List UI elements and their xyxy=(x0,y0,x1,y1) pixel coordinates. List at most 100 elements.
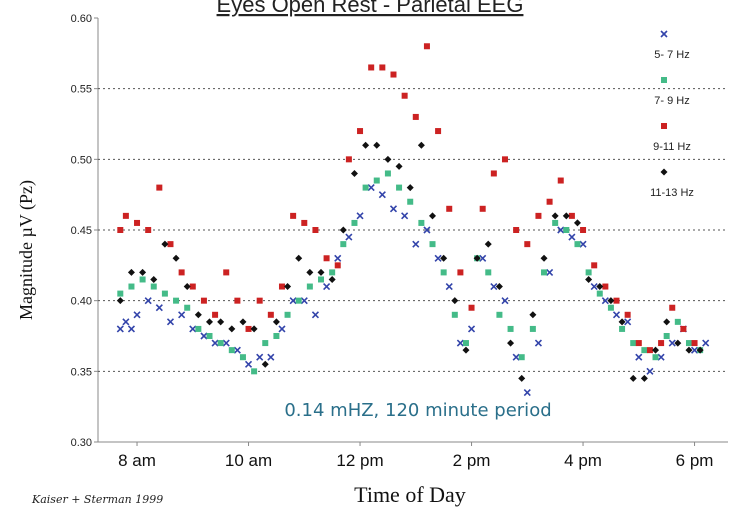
data-point xyxy=(122,212,129,219)
x-tick-label: 4 pm xyxy=(564,451,602,470)
period-annotation: 0.14 mHZ, 120 minute period xyxy=(284,400,551,421)
data-point xyxy=(612,311,621,319)
data-point xyxy=(150,283,157,290)
data-point xyxy=(133,311,141,319)
x-axis-ticks: 8 am 10 am 12 pm 2 pm 4 pm 6 pm xyxy=(118,442,713,470)
data-point xyxy=(440,254,448,262)
data-point xyxy=(178,311,186,319)
legend-label: 9-11 Hz xyxy=(653,141,691,153)
legend-label: 7- 9 Hz xyxy=(654,95,689,107)
data-point xyxy=(379,64,386,71)
data-point xyxy=(184,304,191,311)
data-point xyxy=(278,283,285,290)
data-point xyxy=(362,141,370,149)
data-point xyxy=(417,141,425,149)
data-point xyxy=(551,212,559,220)
data-point xyxy=(702,339,710,347)
data-point xyxy=(484,240,492,248)
y-tick-label: 0.50 xyxy=(71,154,92,166)
data-point xyxy=(144,297,152,305)
data-point xyxy=(406,184,414,192)
data-point xyxy=(518,354,525,361)
data-point xyxy=(573,219,581,227)
data-point xyxy=(429,241,436,248)
data-point xyxy=(351,219,358,226)
data-point xyxy=(507,325,514,332)
y-tick-label: 0.55 xyxy=(71,84,92,96)
data-point xyxy=(306,283,313,290)
data-point xyxy=(485,269,492,276)
x-tick-label: 10 am xyxy=(225,451,272,470)
y-tick-label: 0.60 xyxy=(71,13,92,25)
data-point xyxy=(479,254,487,262)
data-point xyxy=(189,325,197,333)
data-point xyxy=(178,269,185,276)
data-point xyxy=(618,318,626,326)
y-tick-label: 0.30 xyxy=(71,437,92,449)
x-tick-label: 6 pm xyxy=(676,451,714,470)
data-point xyxy=(423,43,430,50)
x-tick-label: 12 pm xyxy=(336,451,383,470)
data-point xyxy=(658,340,665,347)
data-point xyxy=(629,374,637,382)
data-point xyxy=(234,297,241,304)
data-point xyxy=(340,241,347,248)
data-point xyxy=(373,141,381,149)
data-point xyxy=(467,325,476,333)
legend: 5- 7 Hz 7- 9 Hz 9-11 Hz 11-13 Hz xyxy=(650,30,694,199)
data-point xyxy=(635,340,642,347)
data-point xyxy=(529,325,536,332)
data-point xyxy=(127,268,135,276)
data-point xyxy=(306,268,314,276)
data-point xyxy=(155,304,163,312)
data-point xyxy=(262,340,269,347)
data-point xyxy=(451,297,459,305)
data-point xyxy=(635,353,643,361)
data-point xyxy=(630,340,637,347)
data-point xyxy=(195,325,202,332)
data-point xyxy=(590,282,598,291)
data-point xyxy=(323,282,331,291)
data-point xyxy=(378,191,386,199)
data-point xyxy=(217,340,224,347)
data-point xyxy=(534,339,543,347)
data-point xyxy=(362,184,369,191)
data-point xyxy=(685,346,693,354)
data-point xyxy=(134,219,141,226)
data-point xyxy=(685,340,692,347)
data-point xyxy=(150,275,158,283)
data-point xyxy=(568,233,576,241)
data-point xyxy=(624,311,631,318)
y-tick-label: 0.45 xyxy=(71,225,92,237)
data-point xyxy=(389,205,398,213)
data-point xyxy=(117,290,124,297)
data-point xyxy=(311,311,319,319)
data-point xyxy=(334,254,342,262)
data-point xyxy=(228,347,235,354)
data-point xyxy=(390,71,397,78)
series-1 xyxy=(117,170,704,375)
data-point xyxy=(663,318,671,326)
data-point xyxy=(116,297,124,305)
y-axis-label: Magnitude µV (Pz) xyxy=(16,180,37,320)
data-point xyxy=(585,275,593,283)
data-point xyxy=(657,353,665,361)
data-point xyxy=(145,227,152,233)
data-point xyxy=(396,184,403,191)
data-point xyxy=(139,276,146,283)
data-point xyxy=(457,269,464,276)
data-point xyxy=(418,219,425,226)
data-point xyxy=(552,219,559,226)
data-point xyxy=(278,325,286,333)
data-point xyxy=(513,227,520,233)
data-point xyxy=(329,269,336,276)
data-point xyxy=(373,177,380,184)
data-point xyxy=(512,353,520,361)
data-point xyxy=(580,227,587,233)
data-point xyxy=(495,283,503,291)
data-point xyxy=(540,254,548,262)
data-point xyxy=(541,269,548,276)
data-point xyxy=(696,346,704,354)
data-point xyxy=(640,374,648,382)
data-point xyxy=(272,318,280,326)
